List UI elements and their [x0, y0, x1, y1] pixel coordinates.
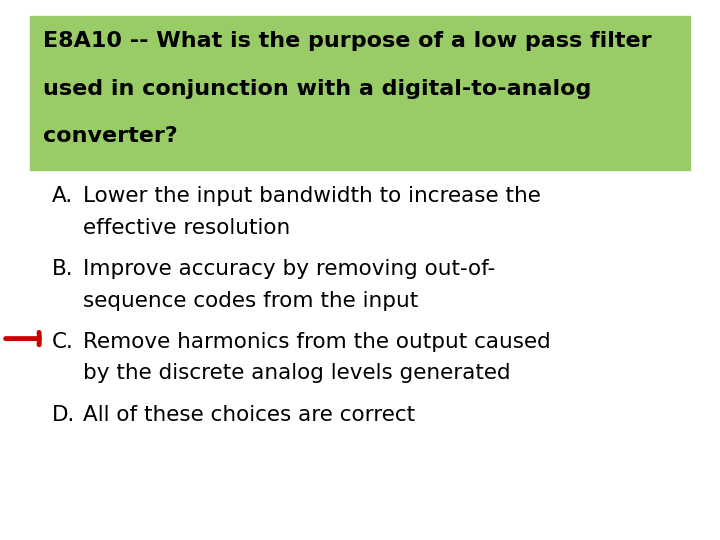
Text: C.: C. — [52, 332, 73, 352]
Text: E8A10 -- What is the purpose of a low pass filter: E8A10 -- What is the purpose of a low pa… — [43, 31, 652, 51]
Text: effective resolution: effective resolution — [83, 218, 290, 238]
Text: A.: A. — [52, 186, 73, 206]
Text: Remove harmonics from the output caused: Remove harmonics from the output caused — [83, 332, 551, 352]
Text: B.: B. — [52, 259, 73, 279]
Text: converter?: converter? — [43, 126, 178, 146]
Text: used in conjunction with a digital-to-analog: used in conjunction with a digital-to-an… — [43, 79, 592, 99]
Text: D.: D. — [52, 405, 75, 425]
Text: Lower the input bandwidth to increase the: Lower the input bandwidth to increase th… — [83, 186, 541, 206]
Text: by the discrete analog levels generated: by the discrete analog levels generated — [83, 363, 510, 383]
Text: sequence codes from the input: sequence codes from the input — [83, 291, 418, 310]
FancyBboxPatch shape — [30, 16, 690, 170]
Text: Improve accuracy by removing out-of-: Improve accuracy by removing out-of- — [83, 259, 495, 279]
Text: All of these choices are correct: All of these choices are correct — [83, 405, 415, 425]
